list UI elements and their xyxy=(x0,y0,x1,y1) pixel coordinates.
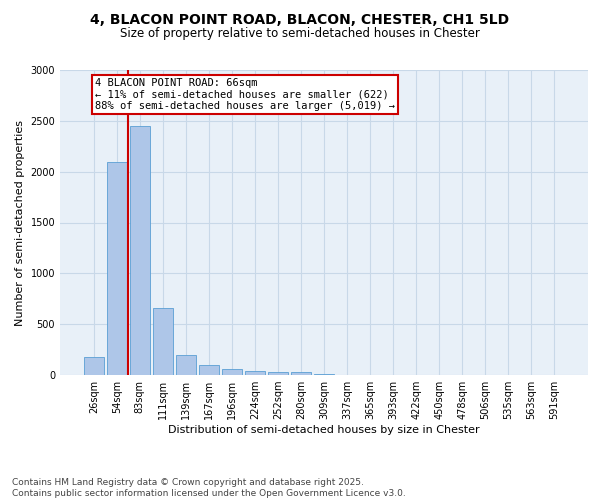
Bar xyxy=(153,308,173,375)
Text: 4, BLACON POINT ROAD, BLACON, CHESTER, CH1 5LD: 4, BLACON POINT ROAD, BLACON, CHESTER, C… xyxy=(91,12,509,26)
Bar xyxy=(291,372,311,375)
Bar xyxy=(268,372,288,375)
Bar xyxy=(222,369,242,375)
Bar xyxy=(176,354,196,375)
Text: 4 BLACON POINT ROAD: 66sqm
← 11% of semi-detached houses are smaller (622)
88% o: 4 BLACON POINT ROAD: 66sqm ← 11% of semi… xyxy=(95,78,395,112)
Bar xyxy=(107,162,127,375)
X-axis label: Distribution of semi-detached houses by size in Chester: Distribution of semi-detached houses by … xyxy=(168,425,480,435)
Bar xyxy=(314,374,334,375)
Y-axis label: Number of semi-detached properties: Number of semi-detached properties xyxy=(15,120,25,326)
Bar xyxy=(130,126,149,375)
Bar xyxy=(245,371,265,375)
Text: Size of property relative to semi-detached houses in Chester: Size of property relative to semi-detach… xyxy=(120,28,480,40)
Bar xyxy=(199,365,218,375)
Text: Contains HM Land Registry data © Crown copyright and database right 2025.
Contai: Contains HM Land Registry data © Crown c… xyxy=(12,478,406,498)
Bar xyxy=(84,356,104,375)
